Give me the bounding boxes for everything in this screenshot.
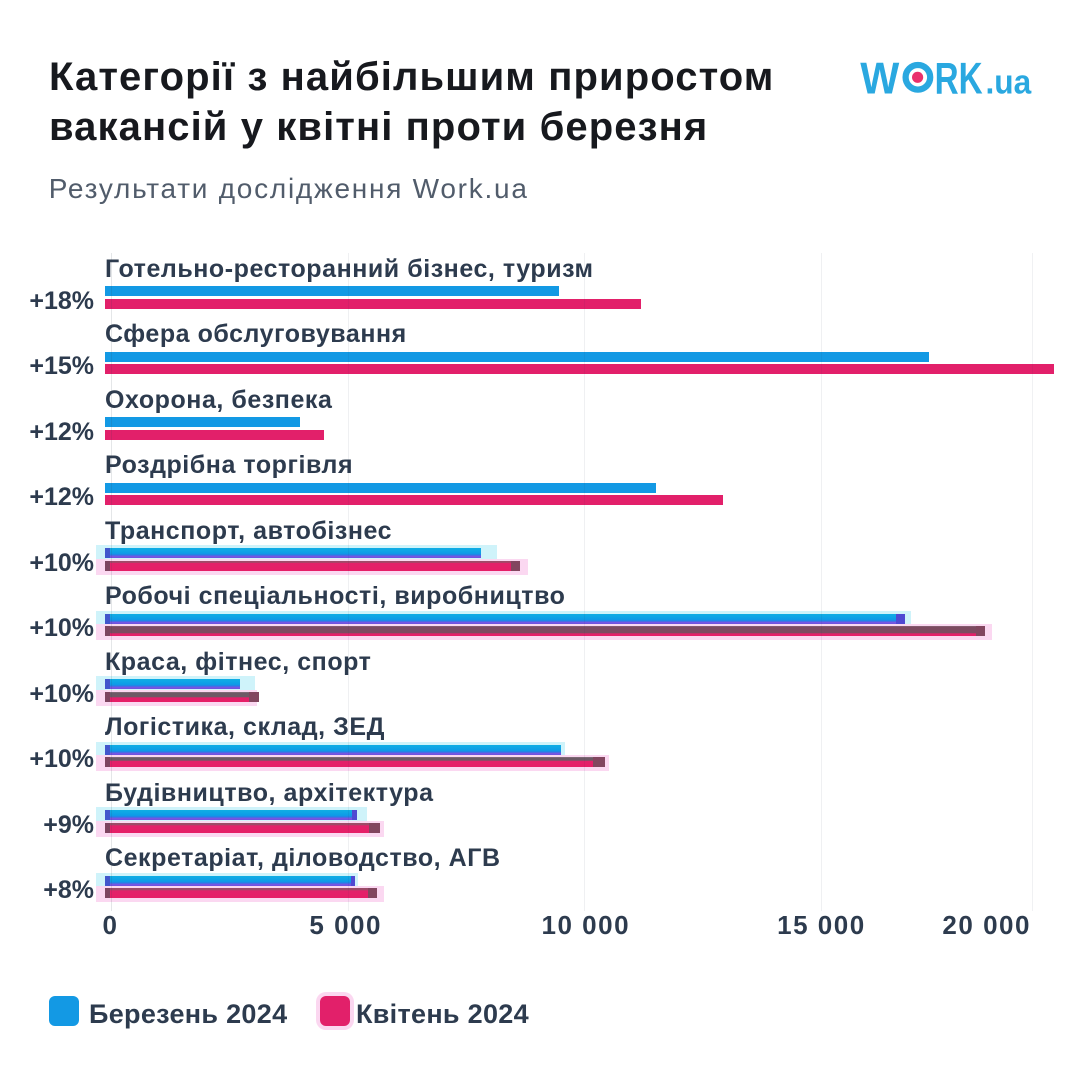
svg-text:W: W: [860, 54, 899, 98]
svg-text:.ua: .ua: [986, 62, 1032, 98]
svg-text:RK: RK: [935, 54, 983, 98]
